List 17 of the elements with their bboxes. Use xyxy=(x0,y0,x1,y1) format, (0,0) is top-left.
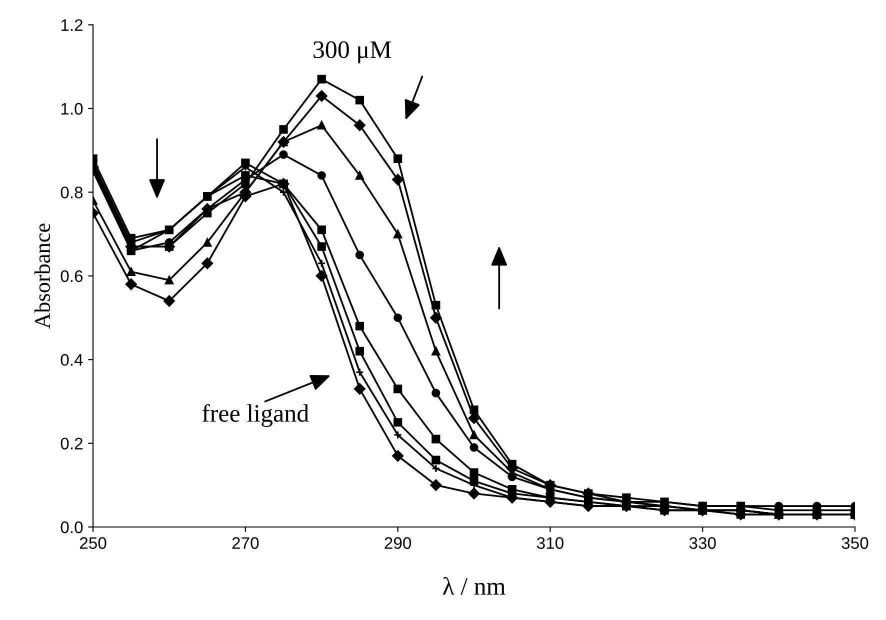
x-axis-title: λ / nm xyxy=(442,577,506,595)
y-tick-label: 1.0 xyxy=(61,102,83,115)
x-tick-label: 290 xyxy=(384,537,412,549)
x-tick-label: 270 xyxy=(232,537,259,549)
y-axis-title: Absorbance xyxy=(34,224,50,329)
y-tick-label: 1.2 xyxy=(61,19,82,31)
y-tick-label: 0.4 xyxy=(60,354,83,366)
x-tick-label: 330 xyxy=(689,537,716,549)
annotation: free ligand xyxy=(202,404,309,428)
annotation: 300 μM xyxy=(314,41,392,64)
y-tick-label: 0.0 xyxy=(60,521,83,534)
y-tick-label: 0.6 xyxy=(60,270,83,282)
x-tick-label: 250 xyxy=(80,537,106,549)
y-tick-label: 0.2 xyxy=(60,438,82,450)
x-tick-label: 310 xyxy=(536,537,564,549)
y-tick-label: 0.8 xyxy=(60,186,83,198)
x-tick-label: 350 xyxy=(842,537,868,549)
